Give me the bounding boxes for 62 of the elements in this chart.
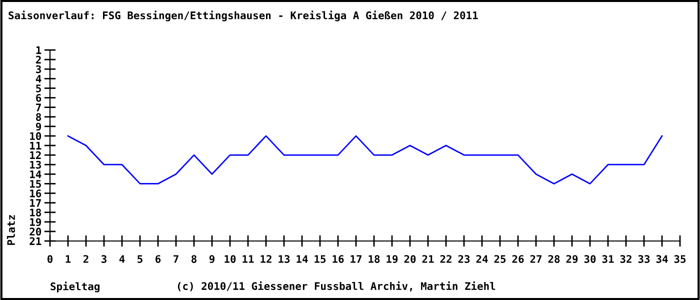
x-tick-label: 25: [494, 255, 506, 263]
x-axis-title: Spieltag: [50, 282, 100, 292]
x-tick-label: 4: [119, 255, 125, 263]
x-tick-label: 12: [260, 255, 272, 263]
x-tick-label: 2: [83, 255, 88, 263]
y-tick-label: 17: [30, 199, 41, 207]
x-tick-label: 3: [102, 255, 106, 263]
x-tick-label: 14: [296, 255, 308, 263]
x-tick-label: 5: [138, 255, 142, 263]
x-tick-label: 6: [156, 255, 161, 263]
y-tick-label: 3: [36, 65, 41, 74]
x-tick-label: 29: [566, 255, 578, 264]
x-tick-label: 13: [278, 255, 290, 263]
y-tick-label: 12: [30, 151, 41, 160]
y-tick-label: 7: [36, 104, 41, 112]
x-tick-label: 15: [314, 255, 326, 263]
y-tick-label: 4: [36, 75, 42, 83]
x-tick-label: 8: [192, 255, 196, 263]
x-tick-label: 33: [638, 255, 650, 263]
x-tick-label: 1: [66, 255, 71, 263]
y-tick-label: 20: [30, 228, 42, 236]
y-tick-label: 18: [30, 208, 42, 216]
x-tick-label: 30: [584, 255, 596, 263]
x-tick-label: 20: [404, 255, 416, 263]
x-tick-label: 17: [350, 255, 362, 263]
y-tick-label: 19: [30, 218, 41, 226]
y-tick-label: 21: [30, 237, 42, 245]
y-tick-label: 1: [36, 46, 42, 54]
y-tick-label: 16: [30, 189, 42, 198]
y-tick-label: 6: [36, 94, 42, 102]
y-tick-label: 14: [30, 170, 42, 178]
x-tick-label: 34: [656, 255, 668, 263]
x-tick-label: 26: [512, 255, 524, 263]
x-tick-label: 28: [548, 255, 560, 263]
y-tick-label: 9: [36, 122, 41, 131]
chart-title: Saisonverlauf: FSG Bessingen/Ettingshausen - Kreisliga A Gießen 2010 / 2011: [8, 10, 478, 22]
x-tick-label: 19: [386, 255, 398, 264]
x-tick-label: 9: [209, 255, 214, 264]
y-tick-label: 15: [30, 180, 41, 188]
x-tick-label: 7: [174, 255, 178, 263]
y-tick-label: 10: [30, 132, 42, 140]
x-tick-label: 27: [530, 255, 542, 263]
x-tick-label: 31: [602, 255, 614, 263]
x-tick-label: 11: [242, 255, 254, 263]
x-tick-label: 10: [224, 255, 236, 263]
text: (c) 2010/11 Giessener Fussball Archiv, Martin Ziehl: [178, 281, 496, 292]
x-tick-label: 35: [674, 255, 686, 263]
y-tick-label: 2: [36, 56, 41, 64]
y-tick-label: 13: [30, 160, 41, 169]
x-tick-label: 22: [440, 255, 452, 263]
y-tick-label: 5: [36, 84, 41, 92]
x-tick-label: 23: [458, 255, 470, 263]
line-series: [67, 135, 663, 184]
x-tick-label: 0: [47, 255, 53, 263]
y-axis-title: Platz: [6, 215, 16, 245]
x-tick-label: 16: [332, 255, 344, 263]
y-tick-label: 8: [36, 113, 42, 121]
x-tick-label: 18: [368, 255, 380, 263]
x-tick-label: 21: [422, 255, 434, 263]
x-tick-label: 24: [476, 255, 488, 263]
x-tick-label: 32: [620, 255, 632, 263]
y-tick-label: 11: [30, 142, 42, 150]
